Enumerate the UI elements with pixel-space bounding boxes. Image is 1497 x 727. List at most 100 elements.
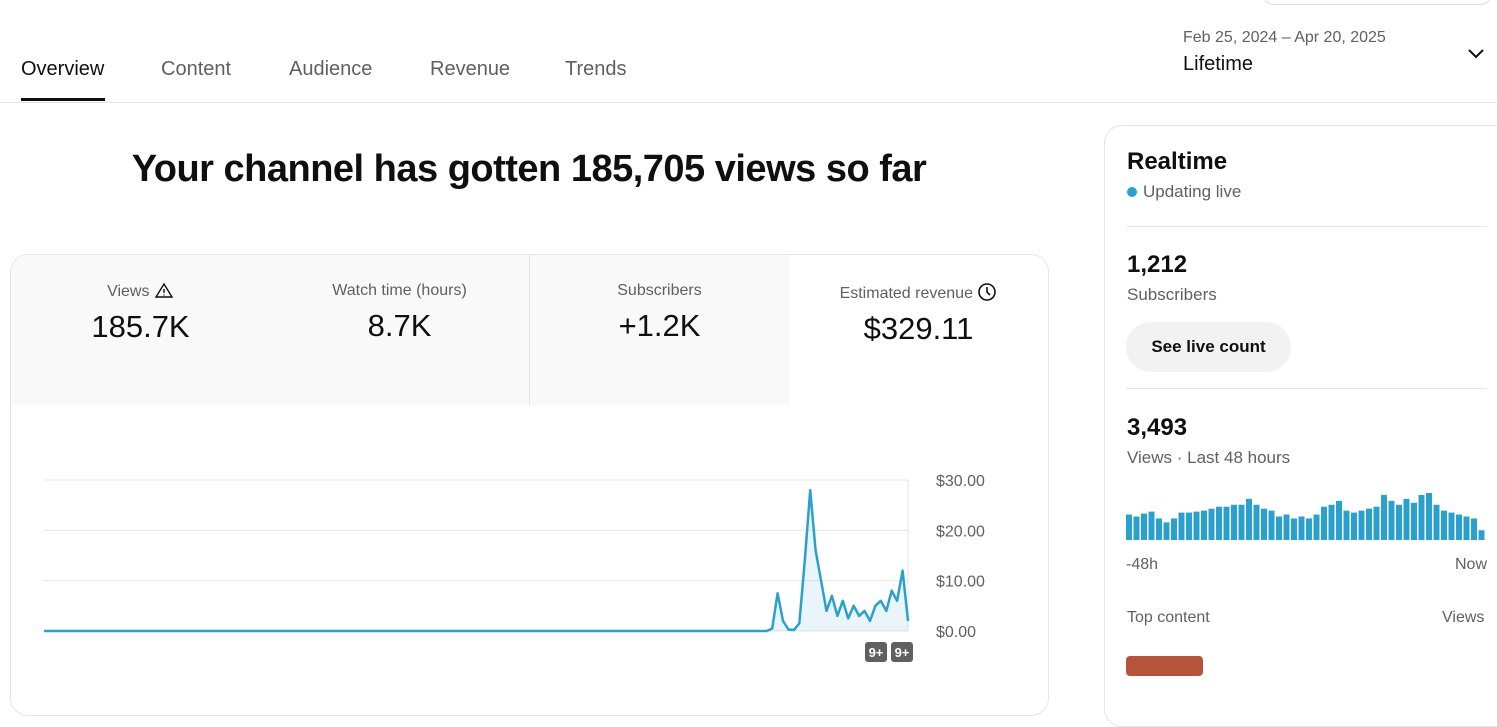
bar [1148, 511, 1155, 540]
metric-value: 8.7K [367, 308, 432, 343]
bar [1193, 511, 1200, 540]
chevron[interactable] [1466, 44, 1486, 64]
tab[interactable]: Trends [565, 58, 627, 80]
bar [1268, 510, 1275, 540]
bar [1381, 494, 1387, 540]
bar [1426, 493, 1432, 540]
clock-icon [978, 283, 997, 301]
annotation: 9+ [895, 645, 910, 660]
bar [1471, 518, 1477, 540]
bar [1216, 506, 1222, 540]
bar [1358, 510, 1365, 540]
bar [1463, 516, 1470, 540]
metric[interactable]: Watch time (hours) 8.7K [270, 255, 530, 405]
bar [1178, 512, 1185, 540]
divider [1126, 226, 1487, 227]
date-range[interactable]: Feb 25, 2024 – Apr 20, 2025 [1183, 29, 1386, 46]
metric-value: +1.2K [618, 308, 701, 343]
divider [1126, 388, 1487, 389]
annotation-badge [891, 642, 913, 662]
bar [1133, 516, 1140, 540]
bar [1261, 508, 1267, 540]
bar [1388, 500, 1395, 540]
metric[interactable]: Estimated revenue $329.11 [789, 255, 1048, 405]
bar [1186, 512, 1192, 540]
metric[interactable]: Views 185.7K [11, 255, 271, 405]
bar [1291, 518, 1297, 540]
top-button[interactable] [1262, 0, 1492, 5]
bar [1456, 514, 1462, 540]
divider [0, 102, 1497, 103]
bar [1253, 504, 1260, 540]
annotation-badge [865, 642, 887, 662]
bar [1283, 514, 1290, 540]
bar [1201, 510, 1207, 540]
metric-value: $329.11 [863, 311, 974, 346]
bar [1141, 513, 1147, 540]
metric-value: 185.7K [91, 309, 190, 344]
bar [1126, 514, 1132, 540]
bar [1441, 510, 1447, 540]
y-tick-label: $30.00 [936, 473, 985, 490]
area-fill [44, 490, 908, 631]
bar [1171, 518, 1177, 540]
views-count: 3,493 [1127, 414, 1188, 441]
metric-label: Watch time (hours) [332, 282, 467, 299]
y-tick-label: $20.00 [936, 523, 985, 540]
live-dot [1127, 187, 1137, 197]
bar [1351, 512, 1357, 540]
bar [1336, 500, 1342, 540]
tab-indicator [21, 98, 105, 101]
bar [1313, 514, 1320, 540]
revenue-line [44, 488, 910, 633]
live-count-button[interactable]: See live count [1126, 322, 1291, 372]
tab[interactable]: Overview [21, 58, 105, 80]
bar [1238, 504, 1245, 540]
x-label: -48h [1126, 556, 1158, 573]
annotation: 9+ [869, 645, 884, 660]
y-tick-label: $0.00 [936, 624, 976, 641]
y-tick-label: $10.00 [936, 574, 985, 591]
bar [1396, 504, 1402, 540]
bar [1448, 512, 1455, 540]
bar [1276, 516, 1282, 540]
views-label: Views · Last 48 hours [1127, 448, 1291, 467]
metric-label: Subscribers [617, 282, 702, 299]
metrics-card: Views 185.7K Watch time (hours) 8.7K Subs… [10, 254, 1049, 716]
x-label: Now [1455, 556, 1487, 573]
bar [1163, 522, 1170, 540]
tab[interactable]: Content [161, 58, 232, 80]
bar [1156, 518, 1162, 540]
bar [1343, 510, 1350, 540]
top-content-column: Views [1442, 609, 1485, 626]
bar [1373, 506, 1380, 540]
bar [1231, 504, 1237, 540]
bar [1328, 504, 1335, 540]
bar [1298, 516, 1305, 540]
bar [1433, 504, 1440, 540]
realtime-title: Realtime [1127, 148, 1228, 175]
bar [1478, 530, 1485, 540]
bar [1411, 502, 1417, 540]
headline: Your channel has gotten 185,705 views so… [131, 148, 927, 190]
bar [1366, 508, 1372, 540]
subscriber-count: 1,212 [1127, 251, 1188, 278]
bar [1223, 506, 1230, 540]
bar [1418, 494, 1425, 540]
tab[interactable]: Revenue [430, 58, 511, 80]
revenue-chart: $0.00 $10.00 $20.00 $30.00 9+ 9+ [44, 473, 985, 662]
tab[interactable]: Audience [289, 58, 373, 80]
period[interactable]: Lifetime [1183, 53, 1254, 75]
top-content-label: Top content [1127, 609, 1210, 626]
bar [1246, 498, 1252, 540]
metric-label: Views [107, 283, 150, 300]
metric[interactable]: Subscribers +1.2K [530, 255, 790, 405]
metric-label: Estimated revenue [839, 285, 973, 302]
bar [1403, 498, 1410, 540]
live-status: Updating live [1143, 182, 1242, 201]
subscriber-label: Subscribers [1127, 285, 1217, 304]
thumbnail[interactable] [1126, 656, 1203, 676]
bar [1306, 518, 1312, 540]
bar [1321, 506, 1327, 540]
